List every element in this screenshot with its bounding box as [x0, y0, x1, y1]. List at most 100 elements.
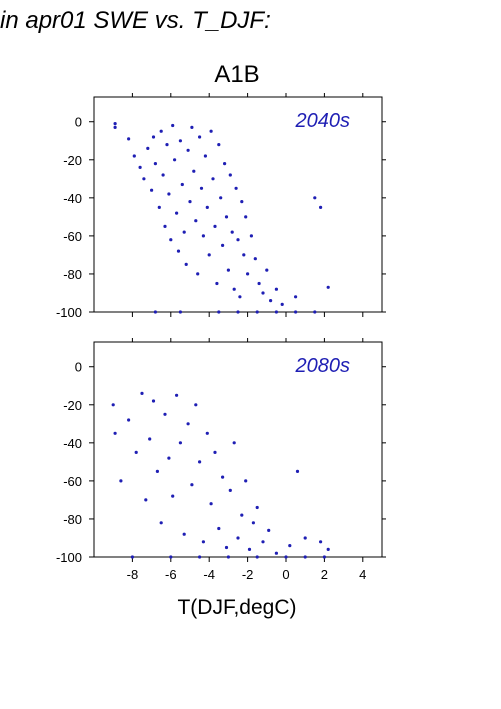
- data-point: [224, 215, 229, 219]
- y-tick-label: -20: [63, 153, 82, 168]
- data-point: [176, 249, 181, 253]
- data-point: [119, 479, 123, 483]
- y-tick-label: 0: [75, 360, 82, 375]
- data-point: [319, 205, 323, 209]
- x-axis-label: T(DJF,degC): [177, 596, 296, 619]
- data-point: [319, 540, 323, 544]
- data-point: [196, 272, 200, 276]
- data-point: [232, 287, 236, 291]
- data-point: [207, 253, 211, 257]
- y-tick-label: -100: [56, 550, 82, 565]
- figure-header-title: in apr01 SWE vs. T_DJF:: [0, 7, 271, 34]
- data-point: [157, 205, 161, 209]
- data-point: [159, 521, 163, 525]
- data-point: [142, 177, 146, 181]
- x-tick-label: -6: [165, 567, 177, 582]
- data-point: [163, 224, 167, 228]
- data-point: [178, 310, 182, 314]
- data-point: [242, 253, 246, 257]
- data-point: [175, 211, 179, 215]
- data-point: [313, 310, 317, 314]
- data-point: [198, 135, 202, 139]
- data-point: [255, 505, 259, 510]
- data-point: [294, 310, 298, 314]
- data-point: [257, 281, 261, 286]
- data-point: [165, 143, 169, 147]
- data-point: [205, 431, 209, 435]
- data-point: [127, 137, 131, 141]
- data-point: [167, 192, 171, 196]
- data-point: [236, 536, 240, 540]
- data-point: [230, 230, 234, 234]
- data-point: [246, 272, 250, 276]
- data-point: [219, 196, 223, 200]
- x-tick-label: 4: [359, 567, 366, 582]
- data-point: [153, 310, 157, 314]
- data-point: [140, 391, 144, 395]
- data-point: [138, 165, 142, 169]
- plot-frame: [93, 341, 383, 558]
- data-point: [201, 234, 205, 238]
- data-point: [234, 186, 238, 190]
- data-point: [173, 158, 177, 162]
- data-point: [238, 295, 242, 299]
- data-point: [249, 234, 253, 238]
- data-point: [247, 547, 252, 552]
- data-point: [130, 555, 134, 559]
- data-point: [150, 188, 154, 192]
- data-point: [294, 295, 298, 299]
- data-point: [171, 494, 175, 498]
- data-point: [171, 123, 175, 128]
- data-point: [217, 143, 221, 147]
- y-tick-label: -20: [63, 398, 82, 413]
- data-point: [198, 555, 202, 559]
- scenario-label: A1B: [214, 61, 259, 88]
- data-point: [226, 268, 230, 272]
- data-point: [127, 418, 131, 422]
- data-point: [284, 555, 288, 559]
- data-point: [111, 403, 115, 407]
- data-point: [190, 125, 194, 129]
- data-point: [224, 545, 229, 550]
- data-point: [186, 422, 190, 426]
- data-point: [209, 502, 213, 506]
- data-point: [203, 154, 207, 158]
- data-point: [244, 479, 248, 483]
- data-point: [167, 456, 171, 460]
- data-point: [159, 129, 163, 133]
- data-point: [326, 547, 330, 552]
- data-point: [194, 219, 198, 223]
- data-point: [236, 310, 240, 314]
- data-point: [113, 122, 117, 126]
- data-point: [192, 169, 196, 173]
- data-point: [251, 521, 255, 525]
- data-point: [209, 129, 213, 133]
- data-point: [180, 182, 184, 187]
- data-point: [188, 200, 192, 204]
- data-point: [295, 469, 300, 473]
- data-point: [155, 469, 159, 473]
- data-point: [226, 555, 230, 559]
- data-point: [221, 243, 225, 247]
- data-point: [113, 431, 117, 435]
- data-point: [182, 230, 186, 234]
- data-point: [221, 475, 225, 479]
- data-point: [217, 526, 221, 531]
- y-tick-label: -80: [63, 512, 82, 527]
- data-point: [205, 205, 209, 209]
- data-point: [153, 162, 157, 166]
- data-point: [269, 299, 273, 303]
- data-point: [303, 536, 307, 540]
- data-point: [178, 441, 182, 445]
- data-point: [261, 540, 265, 544]
- data-point: [236, 238, 240, 242]
- data-point: [199, 186, 204, 190]
- y-tick-label: -60: [63, 474, 82, 489]
- data-point: [211, 177, 215, 181]
- data-point: [201, 540, 205, 544]
- data-point: [178, 139, 182, 143]
- data-point: [132, 154, 136, 158]
- data-point: [255, 310, 259, 314]
